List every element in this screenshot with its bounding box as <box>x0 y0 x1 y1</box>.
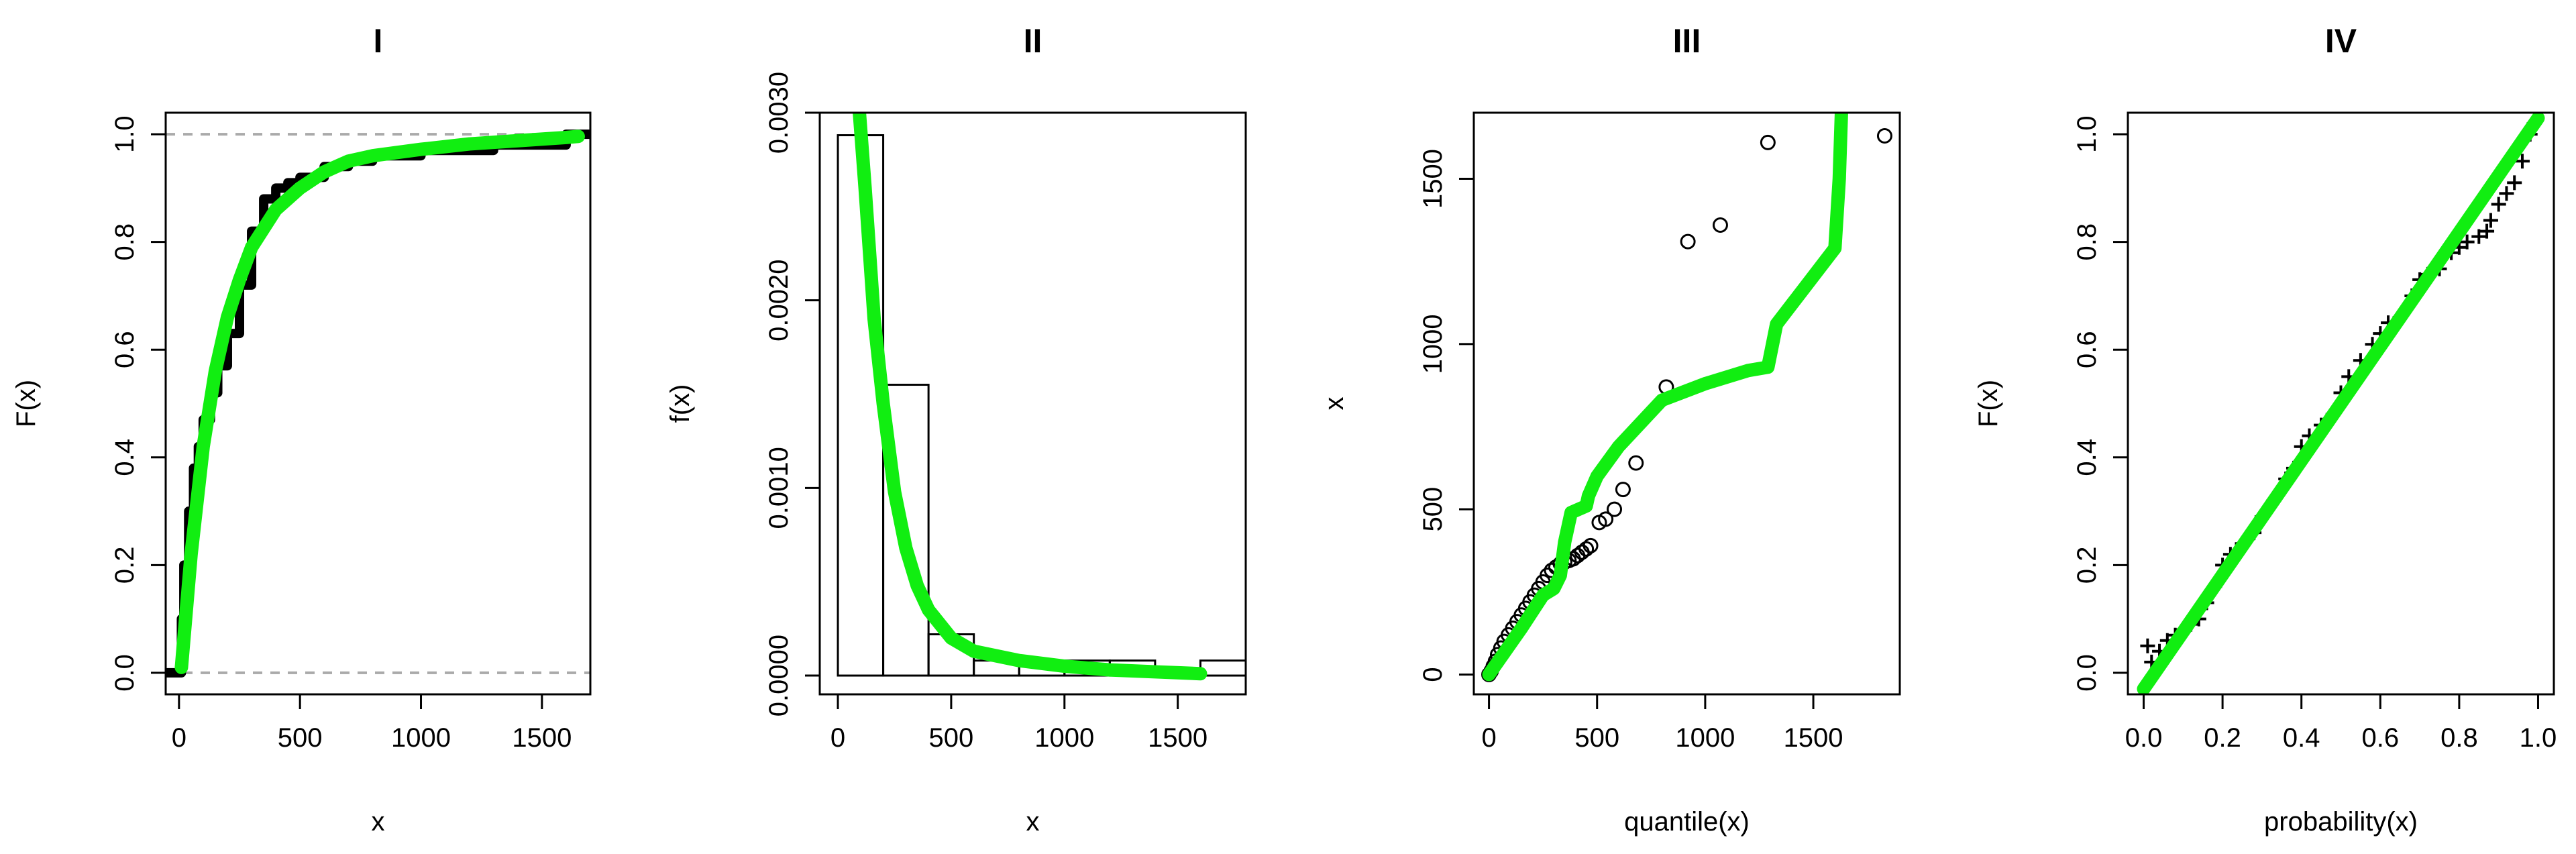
plot-frame <box>2127 111 2555 696</box>
data-point-41 <box>2507 175 2522 191</box>
x-tick-label-1: 500 <box>1574 723 1619 753</box>
fitted-line-0 <box>853 113 1208 681</box>
panel-III: 0 500 1000 1500 0 500 1000 1500 III quantile(x) x <box>1320 22 1901 837</box>
y-tick-label-0: 0 <box>1418 667 1448 682</box>
plot-frame <box>1472 111 1901 696</box>
y-axis-label: F(x) <box>11 380 41 427</box>
x-tick-label-3: 1500 <box>512 723 572 753</box>
plot-area <box>1481 113 1892 682</box>
fitted-line-1 <box>174 129 585 674</box>
y-tick-label-2: 0.4 <box>110 439 140 476</box>
y-tick-label-5: 1.0 <box>110 115 140 153</box>
data-point-39 <box>2491 197 2506 212</box>
y-tick-label-1: 500 <box>1418 487 1448 532</box>
y-tick-label-1: 0.2 <box>110 547 140 584</box>
chart-title: III <box>1673 22 1701 60</box>
plot-frame <box>164 111 592 696</box>
x-tick-label-2: 1000 <box>391 723 451 753</box>
y-tick-label-1: 0.0010 <box>764 447 794 529</box>
fitted-line-0 <box>2137 113 2545 694</box>
data-point-38 <box>2483 213 2498 228</box>
x-tick-label-2: 0.4 <box>2283 723 2320 753</box>
x-tick-label-1: 500 <box>929 723 974 753</box>
data-point-31 <box>1628 455 1644 471</box>
y-tick-label-2: 0.4 <box>2072 439 2102 476</box>
x-tick-label-0: 0 <box>172 723 186 753</box>
x-tick-label-0: 0.0 <box>2125 723 2163 753</box>
data-point-36 <box>1876 127 1892 144</box>
y-tick-label-1: 0.2 <box>2072 547 2102 584</box>
x-tick-label-4: 0.8 <box>2440 723 2478 753</box>
chart-title: II <box>1024 22 1042 60</box>
x-tick-label-0: 0 <box>830 723 845 753</box>
y-tick-label-0: 0.0000 <box>764 635 794 716</box>
panel-IV: 0.0 0.2 0.4 0.6 0.8 1.0 0.0 0.2 0.4 0.6 0.8 1.0 IV pr… <box>1974 22 2557 837</box>
panel-I: 0 500 1000 1500 0.0 0.2 0.4 0.6 0.8 1.0 Ix F(x) <box>11 22 592 837</box>
chart-title: I <box>374 22 383 60</box>
data-point-40 <box>2499 186 2514 201</box>
data-point-0 <box>2140 638 2155 653</box>
fitted-line-0 <box>1482 113 1848 682</box>
data-point-28 <box>1598 511 1614 527</box>
data-point-25 <box>1578 541 1595 557</box>
x-axis-label: x <box>372 807 385 837</box>
y-axis-label: x <box>1320 397 1349 411</box>
histogram-bar-8 <box>1199 659 1246 677</box>
y-tick-label-3: 1500 <box>1418 149 1448 209</box>
plot-area <box>837 113 1246 681</box>
chart-title: IV <box>2325 22 2357 60</box>
y-tick-label-4: 0.8 <box>110 223 140 261</box>
x-tick-label-3: 1500 <box>1148 723 1208 753</box>
y-axis-label: F(x) <box>1974 380 2003 427</box>
plot-area <box>2137 113 2545 694</box>
x-tick-label-5: 1.0 <box>2520 723 2557 753</box>
data-point-33 <box>1680 233 1696 250</box>
x-tick-label-2: 1000 <box>1034 723 1094 753</box>
y-tick-label-2: 0.0020 <box>764 260 794 341</box>
data-point-35 <box>2459 234 2475 250</box>
data-point-36 <box>2471 229 2487 244</box>
x-tick-label-3: 1500 <box>1784 723 1843 753</box>
x-tick-label-1: 500 <box>278 723 323 753</box>
y-tick-label-4: 0.8 <box>2072 223 2102 261</box>
y-tick-label-3: 0.6 <box>2072 331 2102 368</box>
x-axis-label: x <box>1026 807 1040 837</box>
x-tick-label-2: 1000 <box>1675 723 1735 753</box>
data-point-29 <box>1607 501 1623 517</box>
data-point-42 <box>2514 154 2530 169</box>
x-axis-label: quantile(x) <box>1624 807 1750 837</box>
data-point-35 <box>1760 134 1776 150</box>
plot-frame <box>818 111 1247 696</box>
x-tick-label-1: 0.2 <box>2204 723 2241 753</box>
x-axis-label: probability(x) <box>2264 807 2418 837</box>
data-point-37 <box>2479 223 2495 239</box>
y-tick-label-3: 0.0030 <box>764 72 794 154</box>
histogram-bar-1 <box>882 384 930 677</box>
data-point-30 <box>1615 482 1631 498</box>
y-tick-label-0: 0.0 <box>2072 654 2102 692</box>
plot-area <box>166 129 590 678</box>
y-tick-label-0: 0.0 <box>110 654 140 692</box>
panel-II: 0 500 1000 1500 0.0000 0.0010 0.0020 0.0030 II x f… <box>665 22 1247 837</box>
y-tick-label-2: 1000 <box>1418 314 1448 374</box>
data-point-26 <box>1582 537 1599 553</box>
y-tick-label-5: 1.0 <box>2072 115 2102 153</box>
data-point-34 <box>1712 217 1728 233</box>
x-tick-label-3: 0.6 <box>2361 723 2399 753</box>
x-tick-label-0: 0 <box>1481 723 1496 753</box>
y-tick-label-3: 0.6 <box>110 331 140 368</box>
empirical-step-line-0 <box>166 129 590 678</box>
y-axis-label: f(x) <box>665 384 695 423</box>
